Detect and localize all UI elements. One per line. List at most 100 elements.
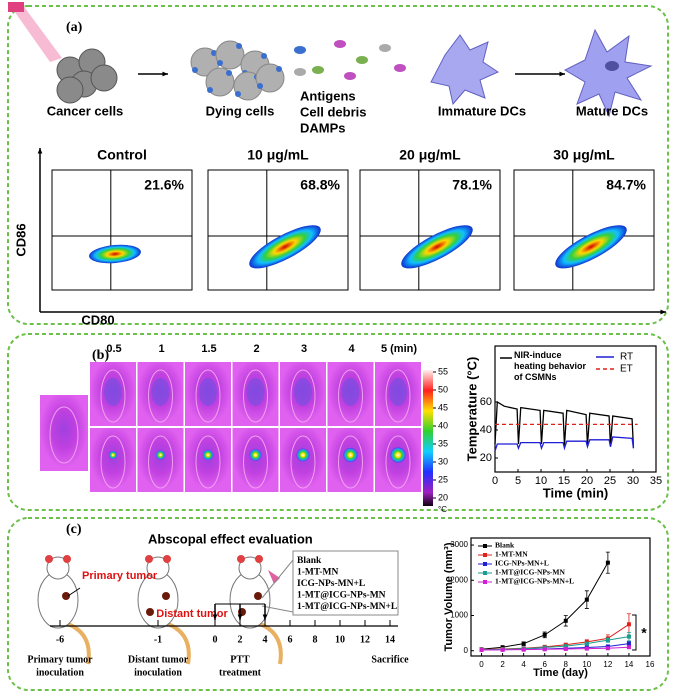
hot-spot [109, 451, 117, 459]
cancer-cell [56, 76, 84, 104]
tumor [254, 592, 262, 600]
body-heat [389, 378, 407, 406]
panel-label: (b) [92, 348, 109, 363]
antigen [379, 44, 391, 52]
legend-label: ICG-NPs-MN+L [495, 559, 549, 568]
event-label: Distant tumor [128, 654, 189, 665]
hot-spot [155, 450, 166, 460]
y-axis-title: Tumor Volume (mm³) [443, 542, 455, 651]
x-tick-label: 30 [627, 475, 639, 487]
antigen [334, 40, 346, 48]
point [521, 641, 526, 646]
laser [8, 2, 24, 12]
y-tick-label: 60 [480, 396, 492, 408]
mouse-outline [100, 435, 126, 489]
time-label: 5 (min) [381, 343, 417, 355]
y-axis-title: Temperature (°C) [464, 357, 479, 462]
plot-title: 10 μg/mL [247, 147, 309, 163]
plot-title: 30 μg/mL [553, 147, 615, 163]
point [605, 638, 610, 643]
point [542, 632, 547, 637]
body-heat [341, 378, 360, 406]
annotation-red: Primary tumor [82, 570, 158, 582]
plot-frame [470, 537, 651, 657]
tumor [162, 592, 170, 600]
flow-plot [513, 169, 655, 291]
schematic-label: Immature DCs [438, 103, 526, 118]
mouse-head [146, 556, 170, 580]
density [401, 225, 473, 269]
antigen [294, 68, 306, 76]
event-label: PTT [230, 654, 250, 665]
point [584, 597, 589, 602]
timeline-label: 14 [385, 634, 395, 645]
mouse-ear [145, 555, 153, 563]
point [626, 641, 631, 646]
mouse-body [229, 571, 271, 629]
membrane-dot [261, 53, 267, 59]
arrow-head [559, 71, 565, 77]
timeline-label: 12 [360, 634, 370, 645]
mouse-outline [338, 435, 363, 489]
significance-bracket [632, 614, 637, 651]
percent: 84.7% [606, 177, 646, 193]
body-heat [199, 378, 217, 406]
membrane-dot [226, 70, 232, 76]
legend-wrap: NIR-induce heating behavior of CSMNs [514, 350, 586, 380]
mouse-outline [195, 435, 221, 489]
legend-label: 1-MT@ICG-NPs-MN [495, 568, 565, 577]
mouse-outline [148, 369, 173, 423]
body-heat [104, 378, 122, 406]
series-line [481, 646, 629, 651]
point [563, 618, 568, 623]
mouse-outline [290, 369, 316, 423]
plot-frame [494, 345, 657, 473]
x-tick-label: 12 [603, 660, 612, 669]
hot-spot [390, 447, 406, 463]
legend-label: Blank [495, 541, 515, 550]
colorbar-label: 50 [438, 384, 448, 394]
x-tick-label: 10 [535, 475, 547, 487]
legend-label: RT [620, 352, 633, 363]
plot-title: Control [97, 147, 147, 163]
mouse-ear [255, 555, 263, 563]
x-tick-label: 2 [500, 660, 505, 669]
body-heat [246, 378, 265, 406]
schematic-label: Dying cells [206, 103, 275, 118]
density [89, 244, 141, 264]
point [563, 644, 568, 649]
tumor [146, 608, 154, 616]
flow-plot [51, 169, 193, 291]
legend-label: 1-MT-MN [495, 550, 528, 559]
group-box [292, 550, 399, 616]
colorbar-unit: °C [438, 505, 447, 514]
antigen [356, 56, 368, 64]
point [542, 647, 547, 652]
arrow-head [660, 309, 666, 315]
plot-title: 20 μg/mL [399, 147, 461, 163]
y-tick-label: 40 [480, 424, 492, 436]
y-tick-label: 0 [464, 646, 469, 655]
antigen [312, 66, 324, 74]
mouse-head [46, 556, 70, 580]
body-heat [151, 378, 170, 406]
mature-dc [563, 28, 653, 118]
laser-beam [12, 4, 62, 62]
timeline-label: -6 [56, 634, 64, 645]
percent: 68.8% [300, 177, 340, 193]
percent: 78.1% [452, 177, 492, 193]
group-label: Blank [297, 556, 322, 566]
panel-title: Abscopal effect evaluation [148, 531, 313, 546]
legend-marker [483, 571, 487, 575]
cancer-cell [90, 64, 118, 92]
x-tick-label: 35 [650, 475, 662, 487]
y-tick-label: 1000 [450, 611, 468, 620]
point [626, 634, 631, 639]
event-label: Sacrifice [371, 654, 409, 665]
axis-label: CD80 [81, 312, 114, 327]
legend-label: ET [620, 364, 633, 375]
density [555, 225, 627, 269]
group-label: 1-MT-MN [297, 568, 338, 578]
colorbar-label: 35 [438, 438, 448, 448]
